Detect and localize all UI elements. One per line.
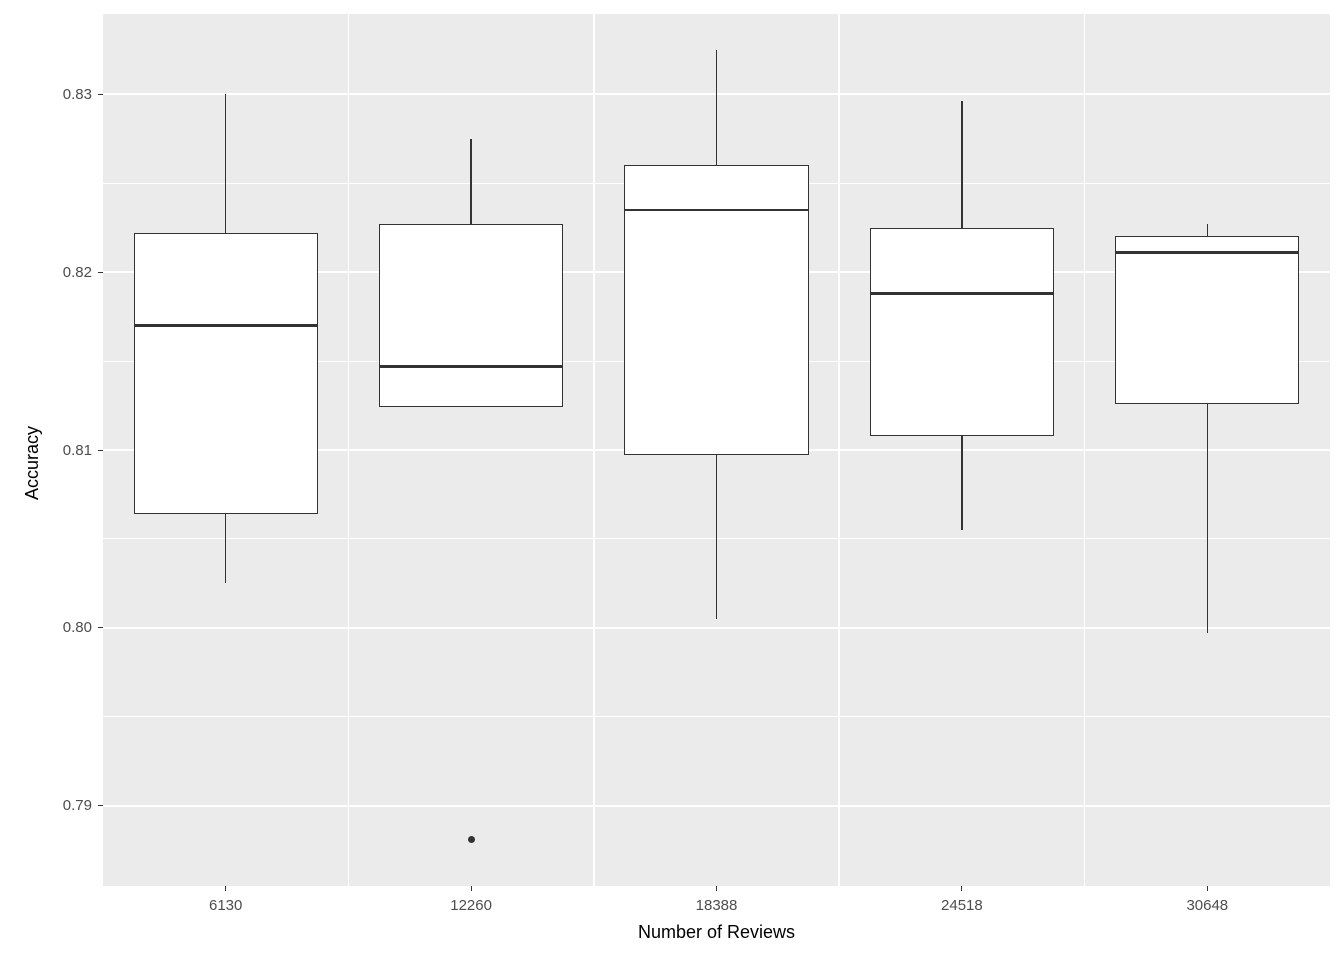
box [134,233,318,514]
grid-line-horizontal [103,627,1330,629]
y-axis-tick-label: 0.80 [63,619,92,636]
median-line [870,292,1054,294]
box [1115,236,1299,403]
x-axis-tick-label: 18388 [657,897,777,914]
whisker-upper [470,139,471,224]
x-axis-tick-label: 12260 [411,897,531,914]
y-axis-tick [98,94,103,95]
whisker-lower [716,455,717,619]
y-axis-tick-label: 0.82 [63,264,92,281]
x-axis-tick-label: 6130 [166,897,286,914]
x-axis-title: Number of Reviews [103,922,1330,943]
grid-line-horizontal-minor [103,716,1330,717]
whisker-upper [225,94,226,233]
median-line [1115,251,1299,253]
whisker-lower [225,514,226,583]
x-axis-tick [961,886,962,891]
grid-line-horizontal [103,805,1330,807]
whisker-upper [716,50,717,166]
y-axis-tick [98,272,103,273]
accuracy-vs-reviews-boxplot: 0.79 0.80 0.81 0.82 0.83 6130 12260 18388 24518 3… [0,0,1344,960]
box [379,224,563,407]
x-axis-tick-label: 30648 [1147,897,1267,914]
whisker-upper [1207,224,1208,236]
outlier-point [468,836,475,843]
x-axis-tick-label: 24518 [902,897,1022,914]
y-axis-tick [98,627,103,628]
y-axis-tick-label: 0.81 [63,442,92,459]
median-line [624,209,808,211]
y-axis-tick-label: 0.83 [63,86,92,103]
x-axis-tick [716,886,717,891]
x-axis-tick [1207,886,1208,891]
median-line [379,365,563,367]
median-line [134,324,318,326]
x-axis-tick [471,886,472,891]
whisker-upper [961,101,962,227]
whisker-lower [961,436,962,530]
whisker-lower [1207,404,1208,634]
y-axis-tick-label: 0.79 [63,797,92,814]
y-axis-tick [98,450,103,451]
y-axis-title: Accuracy [22,426,43,500]
box [870,228,1054,436]
x-axis-tick [225,886,226,891]
y-axis-tick [98,805,103,806]
